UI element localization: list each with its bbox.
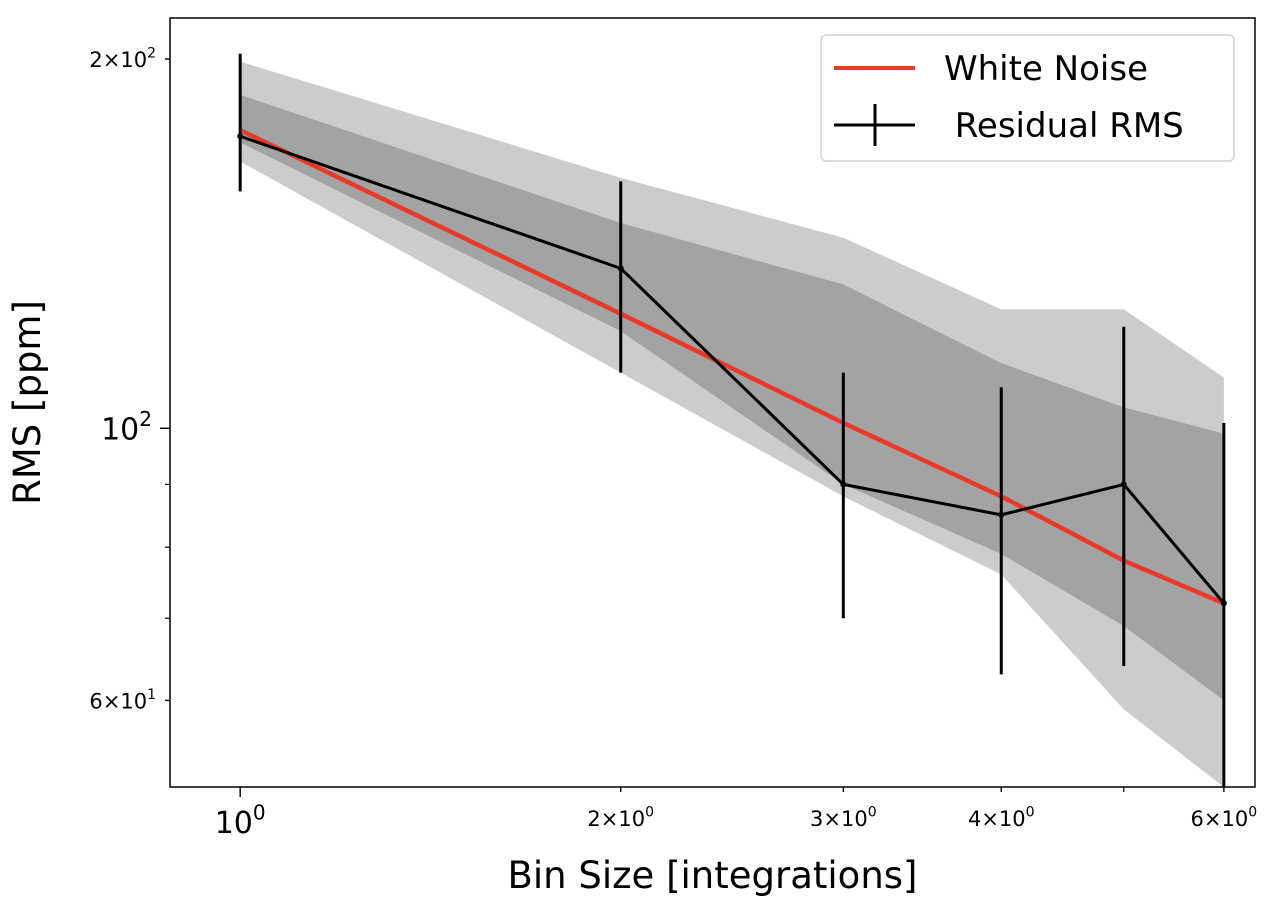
x-tick-label-5-exp: 0 (1248, 805, 1257, 821)
x-tick-label-2-base: 10 (618, 807, 645, 831)
x-tick-label-3-base: 10 (841, 807, 868, 831)
confidence-bands (240, 61, 1224, 788)
x-tick-label-4-mantissa: 4 (968, 807, 981, 831)
y-tick-label-3-exp: 1 (147, 687, 156, 703)
x-tick-label-4-times: × (981, 807, 999, 831)
y-tick-label-1: 2×102 (89, 46, 156, 72)
series-white-noise-line (239, 128, 1225, 606)
y-tick-label-1-exp: 2 (147, 46, 156, 62)
x-tick-label-3-times: × (823, 807, 841, 831)
residual-point-4 (998, 511, 1005, 518)
series-residual-line (239, 134, 1226, 605)
x-tick-label-5: 6×100 (1191, 805, 1258, 831)
x-tick-label-1: 100 (215, 801, 266, 842)
y-axis-label: RMS [ppm] (6, 300, 49, 505)
legend-residual-label: Residual RMS (944, 106, 1184, 146)
y-tick-label-2: 102 (101, 407, 152, 448)
y-tick-label-1-mantissa: 2 (89, 48, 102, 72)
x-axis-label: Bin Size [integrations] (508, 854, 918, 897)
x-tick-label-3-exp: 0 (868, 805, 877, 821)
plot-frame (169, 17, 1256, 788)
y-tick-label-2-exp: 2 (139, 407, 152, 431)
x-tick-label-3-mantissa: 3 (810, 807, 823, 831)
y-tick-label-1-times: × (103, 48, 121, 72)
series-layer (237, 53, 1227, 787)
x-tick-label-4: 4×100 (968, 805, 1035, 831)
band-inner (240, 94, 1224, 701)
x-tick-label-5-times: × (1204, 807, 1222, 831)
x-tick-label-5-base: 10 (1222, 807, 1249, 831)
residual-point-6 (1220, 600, 1227, 607)
y-tick-label-1-base: 10 (120, 48, 147, 72)
x-tick-label-1-exp: 0 (253, 801, 266, 825)
y-tick-label-3: 6×101 (89, 687, 156, 713)
x-tick-label-2-mantissa: 2 (587, 807, 600, 831)
residual-point-1 (237, 133, 244, 140)
residual-point-3 (840, 481, 847, 488)
y-tick-label-3-mantissa: 6 (89, 689, 102, 713)
x-tick-label-3: 3×100 (810, 805, 877, 831)
legend-white-noise-label: White Noise (944, 49, 1148, 89)
residual-point-5 (1120, 481, 1127, 488)
legend-box (820, 34, 1235, 162)
x-tick-label-1-base: 10 (215, 806, 253, 841)
y-tick-label-3-times: × (103, 689, 121, 713)
residual-point-2 (617, 265, 624, 272)
x-tick-label-2-times: × (601, 807, 619, 831)
y-tick-label-2-base: 10 (101, 412, 139, 447)
y-tick-label-3-base: 10 (120, 689, 147, 713)
x-tick-label-2: 2×100 (587, 805, 654, 831)
x-tick-label-5-mantissa: 6 (1191, 807, 1204, 831)
legend: White Noise Residual RMS (820, 34, 1235, 162)
x-tick-label-4-exp: 0 (1026, 805, 1035, 821)
x-tick-label-2-exp: 0 (645, 805, 654, 821)
x-tick-label-4-base: 10 (999, 807, 1026, 831)
